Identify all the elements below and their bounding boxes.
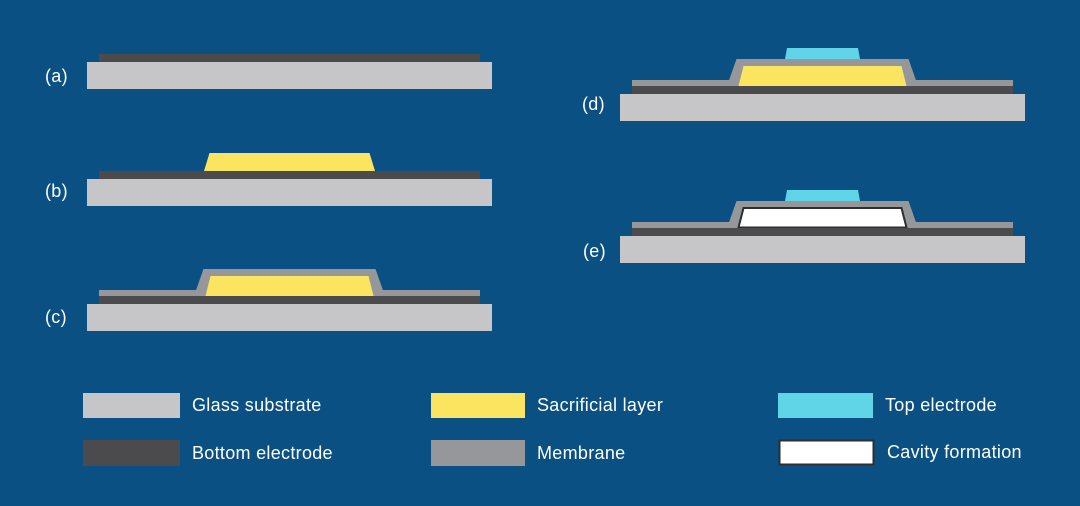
- top-electrode-layer: [785, 48, 860, 59]
- step-b-diagram: [87, 153, 492, 206]
- glass-substrate-layer: [87, 179, 492, 206]
- glass-substrate-layer: [620, 94, 1025, 121]
- bottom-electrode-layer: [99, 171, 480, 179]
- step-e-label: (e): [583, 241, 606, 261]
- step-a-diagram: [87, 54, 492, 89]
- legend-item-sacrificial-layer: Sacrificial layer: [431, 393, 663, 418]
- legend-label: Cavity formation: [887, 442, 1022, 462]
- step-b-label: (b): [45, 181, 68, 201]
- cavity-formation-swatch: [778, 439, 875, 466]
- bottom-electrode-layer: [99, 54, 480, 62]
- step-d-label: (d): [582, 94, 605, 114]
- sacrificial-layer-swatch: [431, 393, 525, 418]
- legend-item-bottom-electrode: Bottom electrode: [83, 440, 333, 466]
- legend-label: Membrane: [537, 442, 626, 463]
- step-c-label: (c): [45, 307, 67, 327]
- legend-item-cavity-formation: Cavity formation: [778, 439, 1022, 466]
- cavity-layer: [737, 207, 908, 229]
- sacrificial-layer: [205, 276, 374, 296]
- bottom-electrode-layer: [632, 86, 1013, 94]
- glass-substrate-layer: [620, 236, 1025, 263]
- top-electrode-layer: [785, 190, 860, 201]
- sacrificial-layer: [738, 66, 907, 86]
- legend-label: Glass substrate: [192, 395, 322, 415]
- sacrificial-layer: [204, 153, 375, 171]
- legend-item-glass-substrate: Glass substrate: [83, 393, 322, 418]
- top-electrode-swatch: [778, 393, 873, 418]
- legend-label: Top electrode: [885, 395, 997, 415]
- bottom-electrode-layer: [99, 296, 480, 304]
- legend-label: Sacrificial layer: [537, 395, 664, 415]
- legend-item-membrane: Membrane: [431, 440, 625, 466]
- glass-substrate-swatch: [83, 393, 180, 418]
- step-d-diagram: [620, 48, 1025, 121]
- bottom-electrode-layer: [632, 228, 1013, 236]
- glass-substrate-layer: [87, 62, 492, 89]
- step-c-diagram: [87, 269, 492, 331]
- legend-item-top-electrode: Top electrode: [778, 393, 997, 418]
- membrane-swatch: [431, 440, 525, 466]
- step-a-label: (a): [45, 66, 68, 86]
- bottom-electrode-swatch: [83, 440, 180, 466]
- step-e-diagram: [620, 190, 1025, 263]
- legend-label: Bottom electrode: [192, 442, 333, 463]
- glass-substrate-layer: [87, 304, 492, 331]
